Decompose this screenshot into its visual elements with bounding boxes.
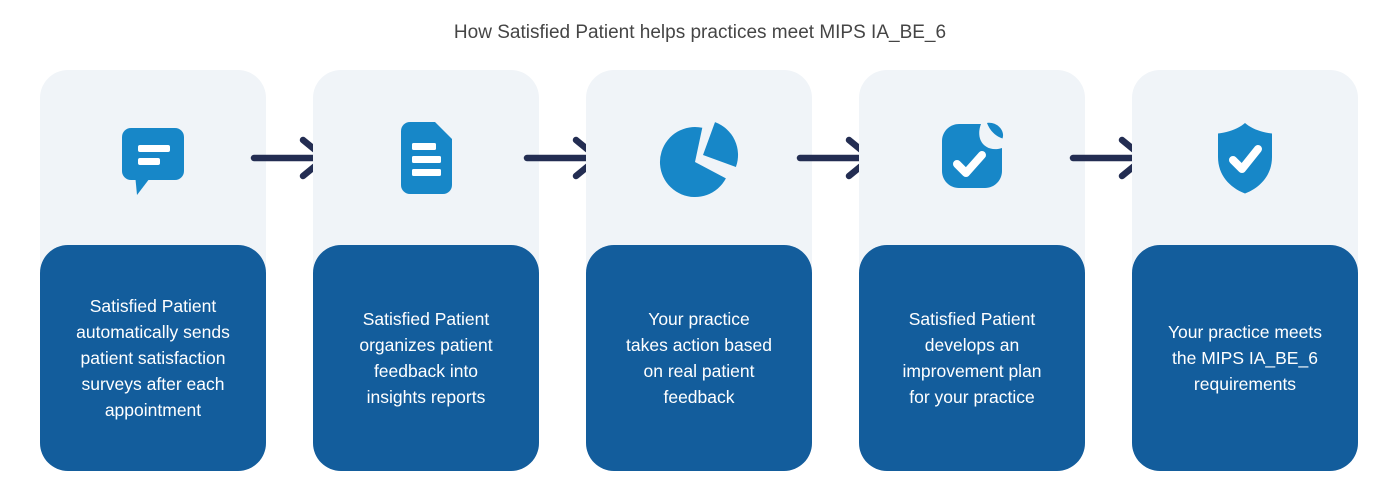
- flow-arrow-3: [796, 70, 874, 471]
- step-card-2: Satisfied Patient organizes patient feed…: [313, 70, 539, 471]
- diagram-title: How Satisfied Patient helps practices me…: [453, 22, 947, 43]
- step-5-description: Your practice meets the MIPS IA_BE_6 req…: [1132, 245, 1358, 471]
- report-document-icon: [313, 118, 539, 198]
- document-check-icon: [859, 118, 1085, 198]
- flow-arrow-2: [523, 70, 601, 471]
- step-4-description: Satisfied Patient develops an improvemen…: [859, 245, 1085, 471]
- pie-chart-icon: [586, 118, 812, 198]
- shield-check-icon: [1132, 118, 1358, 198]
- step-3-description: Your practice takes action based on real…: [586, 245, 812, 471]
- flow-arrow-4: [1069, 70, 1147, 471]
- step-card-3: Your practice takes action based on real…: [586, 70, 812, 471]
- flow-arrow-1: [250, 70, 328, 471]
- chat-bubble-icon: [40, 118, 266, 198]
- step-1-description: Satisfied Patient automatically sends pa…: [40, 245, 266, 471]
- step-card-5: Your practice meets the MIPS IA_BE_6 req…: [1132, 70, 1358, 471]
- step-card-4: Satisfied Patient develops an improvemen…: [859, 70, 1085, 471]
- step-2-description: Satisfied Patient organizes patient feed…: [313, 245, 539, 471]
- process-flow: Satisfied Patient automatically sends pa…: [0, 70, 1400, 471]
- step-card-1: Satisfied Patient automatically sends pa…: [40, 70, 266, 471]
